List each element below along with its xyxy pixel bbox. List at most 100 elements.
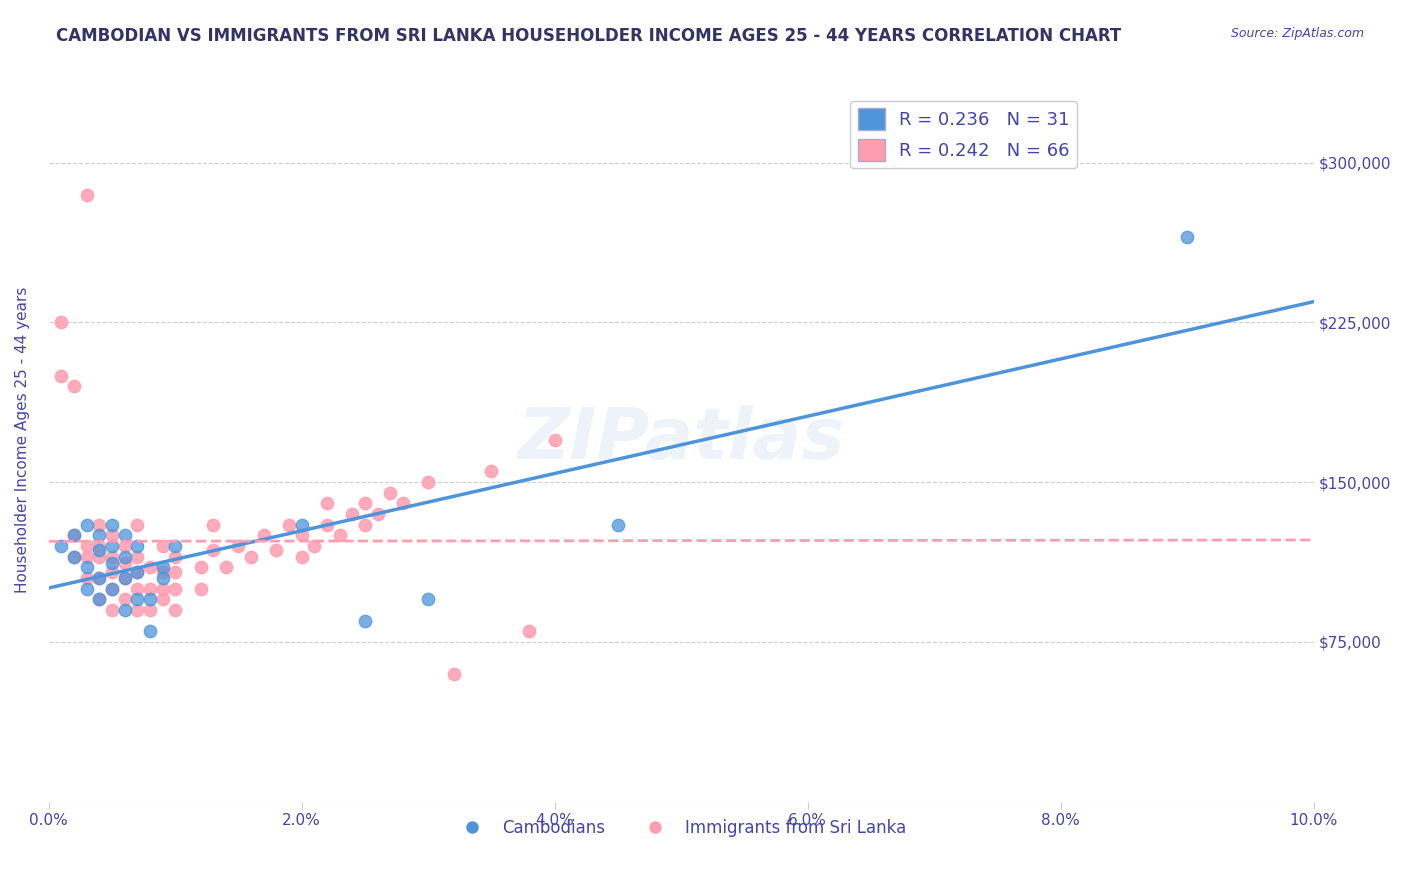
Immigrants from Sri Lanka <box>76 549 98 564</box>
Immigrants from Sri Lanka <box>342 507 364 521</box>
Immigrants from Sri Lanka <box>114 556 136 570</box>
Text: ZIPatlas: ZIPatlas <box>517 405 845 474</box>
Immigrants from Sri Lanka <box>101 528 124 542</box>
Immigrants from Sri Lanka <box>165 549 187 564</box>
Immigrants from Sri Lanka <box>127 517 149 532</box>
Immigrants from Sri Lanka <box>76 187 98 202</box>
Immigrants from Sri Lanka <box>519 624 541 639</box>
Legend: Cambodians, Immigrants from Sri Lanka: Cambodians, Immigrants from Sri Lanka <box>449 813 914 844</box>
Immigrants from Sri Lanka <box>354 496 377 510</box>
Immigrants from Sri Lanka <box>89 571 111 585</box>
Cambodians <box>51 539 73 553</box>
Immigrants from Sri Lanka <box>51 368 73 383</box>
Immigrants from Sri Lanka <box>127 603 149 617</box>
Cambodians <box>418 592 440 607</box>
Cambodians <box>1175 230 1198 244</box>
Immigrants from Sri Lanka <box>418 475 440 489</box>
Immigrants from Sri Lanka <box>89 549 111 564</box>
Immigrants from Sri Lanka <box>165 582 187 596</box>
Immigrants from Sri Lanka <box>89 592 111 607</box>
Immigrants from Sri Lanka <box>481 465 503 479</box>
Immigrants from Sri Lanka <box>63 549 86 564</box>
Immigrants from Sri Lanka <box>51 315 73 329</box>
Immigrants from Sri Lanka <box>291 549 314 564</box>
Cambodians <box>63 528 86 542</box>
Immigrants from Sri Lanka <box>101 549 124 564</box>
Immigrants from Sri Lanka <box>240 549 263 564</box>
Immigrants from Sri Lanka <box>367 507 389 521</box>
Immigrants from Sri Lanka <box>202 517 225 532</box>
Immigrants from Sri Lanka <box>304 539 326 553</box>
Immigrants from Sri Lanka <box>152 592 174 607</box>
Cambodians <box>139 592 162 607</box>
Cambodians <box>114 571 136 585</box>
Cambodians <box>101 539 124 553</box>
Cambodians <box>101 517 124 532</box>
Immigrants from Sri Lanka <box>152 582 174 596</box>
Immigrants from Sri Lanka <box>139 603 162 617</box>
Cambodians <box>127 565 149 579</box>
Immigrants from Sri Lanka <box>127 549 149 564</box>
Immigrants from Sri Lanka <box>101 603 124 617</box>
Immigrants from Sri Lanka <box>215 560 238 574</box>
Immigrants from Sri Lanka <box>354 517 377 532</box>
Immigrants from Sri Lanka <box>291 528 314 542</box>
Immigrants from Sri Lanka <box>152 539 174 553</box>
Immigrants from Sri Lanka <box>63 379 86 393</box>
Immigrants from Sri Lanka <box>76 539 98 553</box>
Cambodians <box>63 549 86 564</box>
Immigrants from Sri Lanka <box>266 543 288 558</box>
Immigrants from Sri Lanka <box>253 528 276 542</box>
Text: Source: ZipAtlas.com: Source: ZipAtlas.com <box>1230 27 1364 40</box>
Immigrants from Sri Lanka <box>63 528 86 542</box>
Immigrants from Sri Lanka <box>114 592 136 607</box>
Cambodians <box>127 592 149 607</box>
Cambodians <box>127 539 149 553</box>
Immigrants from Sri Lanka <box>329 528 352 542</box>
Immigrants from Sri Lanka <box>544 433 567 447</box>
Cambodians <box>76 517 98 532</box>
Immigrants from Sri Lanka <box>190 582 212 596</box>
Immigrants from Sri Lanka <box>89 517 111 532</box>
Cambodians <box>152 560 174 574</box>
Immigrants from Sri Lanka <box>228 539 250 553</box>
Cambodians <box>101 582 124 596</box>
Immigrants from Sri Lanka <box>101 565 124 579</box>
Immigrants from Sri Lanka <box>165 603 187 617</box>
Cambodians <box>76 582 98 596</box>
Cambodians <box>139 624 162 639</box>
Cambodians <box>607 517 630 532</box>
Cambodians <box>89 571 111 585</box>
Immigrants from Sri Lanka <box>202 543 225 558</box>
Immigrants from Sri Lanka <box>139 582 162 596</box>
Immigrants from Sri Lanka <box>127 582 149 596</box>
Cambodians <box>165 539 187 553</box>
Immigrants from Sri Lanka <box>114 539 136 553</box>
Cambodians <box>89 592 111 607</box>
Immigrants from Sri Lanka <box>101 582 124 596</box>
Cambodians <box>101 556 124 570</box>
Cambodians <box>354 614 377 628</box>
Text: CAMBODIAN VS IMMIGRANTS FROM SRI LANKA HOUSEHOLDER INCOME AGES 25 - 44 YEARS COR: CAMBODIAN VS IMMIGRANTS FROM SRI LANKA H… <box>56 27 1122 45</box>
Cambodians <box>89 543 111 558</box>
Immigrants from Sri Lanka <box>278 517 301 532</box>
Immigrants from Sri Lanka <box>443 666 465 681</box>
Cambodians <box>76 560 98 574</box>
Immigrants from Sri Lanka <box>139 560 162 574</box>
Immigrants from Sri Lanka <box>76 571 98 585</box>
Immigrants from Sri Lanka <box>114 571 136 585</box>
Cambodians <box>89 528 111 542</box>
Y-axis label: Householder Income Ages 25 - 44 years: Householder Income Ages 25 - 44 years <box>15 286 30 592</box>
Immigrants from Sri Lanka <box>316 517 339 532</box>
Immigrants from Sri Lanka <box>152 565 174 579</box>
Immigrants from Sri Lanka <box>380 485 402 500</box>
Immigrants from Sri Lanka <box>89 539 111 553</box>
Cambodians <box>114 603 136 617</box>
Immigrants from Sri Lanka <box>127 565 149 579</box>
Cambodians <box>114 528 136 542</box>
Immigrants from Sri Lanka <box>190 560 212 574</box>
Immigrants from Sri Lanka <box>392 496 415 510</box>
Cambodians <box>291 517 314 532</box>
Immigrants from Sri Lanka <box>316 496 339 510</box>
Cambodians <box>152 571 174 585</box>
